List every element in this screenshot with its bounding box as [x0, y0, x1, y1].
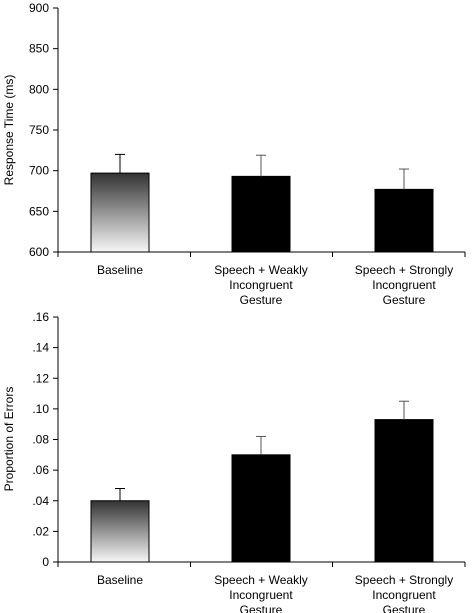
y-tick-label: .04: [32, 494, 49, 508]
x-tick-label: Speech + Weakly: [214, 263, 308, 277]
y-tick-label: .08: [32, 433, 49, 447]
y-tick-label: 900: [29, 1, 49, 15]
y-tick-label: .06: [32, 463, 49, 477]
response-time-chart: 600 650 700 750 800 850 900 Response Time (ms) B…: [2, 1, 466, 307]
x-tick-label: Speech + Strongly: [355, 573, 453, 587]
y-tick-label: .02: [32, 524, 49, 538]
y-tick-label: 600: [29, 245, 49, 259]
bar-2: [374, 419, 434, 563]
bar-0: [90, 500, 150, 563]
y-tick-label: 850: [29, 42, 49, 56]
x-tick-label: Gesture: [383, 603, 426, 613]
y-tick-label: .14: [32, 341, 49, 355]
bar-1: [231, 454, 291, 563]
x-tick-label: Gesture: [240, 293, 283, 307]
x-tick-label: Baseline: [97, 573, 143, 587]
x-tick-label: Incongruent: [372, 278, 436, 292]
x-tick-label: Gesture: [240, 603, 283, 613]
x-tick-label: Baseline: [97, 263, 143, 277]
y-axis-label: Response Time (ms): [2, 75, 16, 186]
y-tick-label: .10: [32, 402, 49, 416]
x-tick-label: Incongruent: [372, 588, 436, 602]
y-tick-label: 800: [29, 82, 49, 96]
y-tick-label: 0: [42, 555, 49, 569]
x-tick-label: Speech + Weakly: [214, 573, 308, 587]
y-axis-label: Proportion of Errors: [2, 387, 16, 492]
y-tick-label: .12: [32, 371, 49, 385]
y-tick-label: 750: [29, 123, 49, 137]
x-tick-label: Incongruent: [229, 278, 293, 292]
x-tick-label: Speech + Strongly: [355, 263, 453, 277]
y-tick-label: .16: [32, 310, 49, 324]
y-tick-label: 700: [29, 164, 49, 178]
bar-1: [231, 175, 291, 253]
bar-0: [90, 172, 150, 253]
error-proportion-chart: 0 .02 .04 .06 .08 .10 .12 .14 .16 Proportion of E…: [2, 310, 466, 613]
x-tick-label: Incongruent: [229, 588, 293, 602]
x-tick-label: Gesture: [383, 293, 426, 307]
y-tick-label: 650: [29, 204, 49, 218]
bar-2: [374, 188, 434, 253]
